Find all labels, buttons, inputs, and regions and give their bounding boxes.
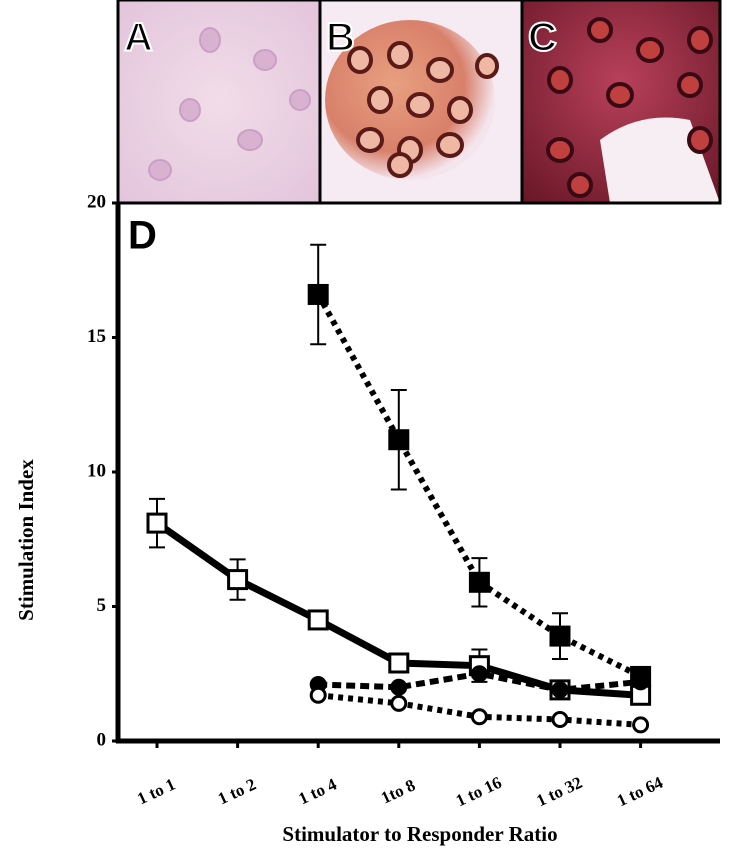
- marker: [632, 716, 650, 734]
- x-axis-label: Stimulator to Responder Ratio: [282, 822, 557, 846]
- y-tick-label: 20: [87, 191, 106, 212]
- x-tick-label: 1 to 2: [215, 775, 259, 809]
- marker: [388, 652, 410, 674]
- photo-panels: A B C: [116, 0, 722, 205]
- y-tick-label: 5: [97, 595, 107, 616]
- marker: [146, 512, 168, 534]
- marker: [470, 708, 488, 726]
- y-tick-label: 10: [87, 460, 106, 481]
- panel-b-cells: [347, 41, 499, 178]
- x-tick-label: 1 to 16: [453, 773, 505, 811]
- x-tick-label: 1 to 32: [533, 773, 585, 811]
- x-tick-label: 1 to 64: [614, 773, 666, 811]
- panel-label: B: [326, 16, 355, 60]
- panel-a-cells: [148, 27, 311, 181]
- marker: [549, 625, 571, 647]
- marker: [551, 710, 569, 728]
- marker: [307, 609, 329, 631]
- panel-label: C: [528, 16, 557, 60]
- marker: [309, 686, 327, 704]
- marker: [551, 681, 569, 699]
- x-tick-label: 1 to 1: [134, 775, 178, 809]
- marker: [470, 665, 488, 683]
- marker: [468, 571, 490, 593]
- y-axis-label: Stimulation Index: [14, 459, 38, 621]
- marker: [390, 678, 408, 696]
- series-line: [315, 293, 642, 680]
- marker: [307, 283, 329, 305]
- marker: [390, 694, 408, 712]
- y-tick-label: 0: [97, 729, 107, 750]
- x-tick-label: 1to 8: [378, 775, 418, 807]
- plot: 0 5 10 15 20 1 to 1 1 to 2 1 to 4 1to 8 1 to 16 1 …: [87, 191, 720, 810]
- panel-label: A: [124, 16, 153, 60]
- panel-frame: [116, 0, 722, 205]
- y-tick-label: 15: [87, 326, 106, 347]
- marker: [227, 569, 249, 591]
- marker: [632, 673, 650, 691]
- x-tick-label: 1 to 4: [296, 774, 340, 808]
- panel-c-cells: [546, 17, 713, 198]
- marker: [388, 429, 410, 451]
- panel-label: D: [128, 214, 157, 258]
